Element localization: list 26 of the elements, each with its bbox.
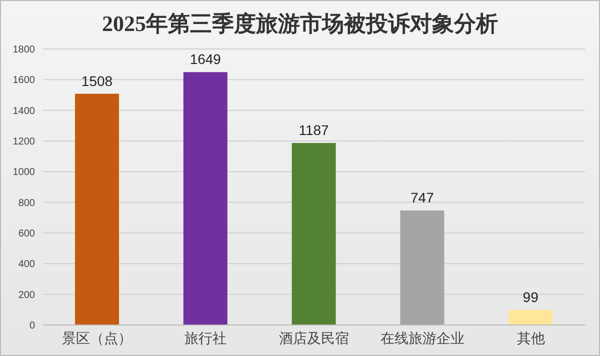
y-tick-label: 800 — [18, 198, 36, 209]
y-tick-label: 400 — [18, 259, 36, 270]
bar — [183, 72, 228, 325]
bar — [400, 210, 444, 325]
data-label: 747 — [410, 189, 434, 206]
data-label: 99 — [522, 288, 539, 305]
data-label: 1187 — [298, 122, 330, 138]
bar — [508, 310, 553, 325]
y-tick-label: 1200 — [12, 136, 36, 148]
y-tick-label: 200 — [18, 290, 36, 301]
chart-title: 2025年第三季度旅游市场被投诉对象分析 — [101, 10, 499, 38]
bar — [292, 142, 336, 325]
x-tick-label: 在线旅游企业 — [380, 330, 464, 346]
bar — [75, 94, 119, 325]
y-tick-label: 1400 — [12, 106, 36, 117]
y-tick-label: 1800 — [12, 44, 36, 56]
data-label: 1508 — [81, 72, 113, 89]
y-tick-label: 1600 — [12, 75, 36, 86]
x-tick-label: 其他 — [516, 330, 545, 346]
data-label: 1649 — [190, 51, 222, 68]
x-tick-label: 酒店及民宿 — [279, 330, 349, 346]
x-tick-label: 旅行社 — [184, 330, 227, 346]
y-tick-label: 0 — [29, 320, 36, 332]
y-tick-label: 600 — [18, 228, 36, 240]
x-tick-label: 景区（点） — [62, 330, 132, 346]
y-tick-label: 1000 — [12, 167, 36, 178]
